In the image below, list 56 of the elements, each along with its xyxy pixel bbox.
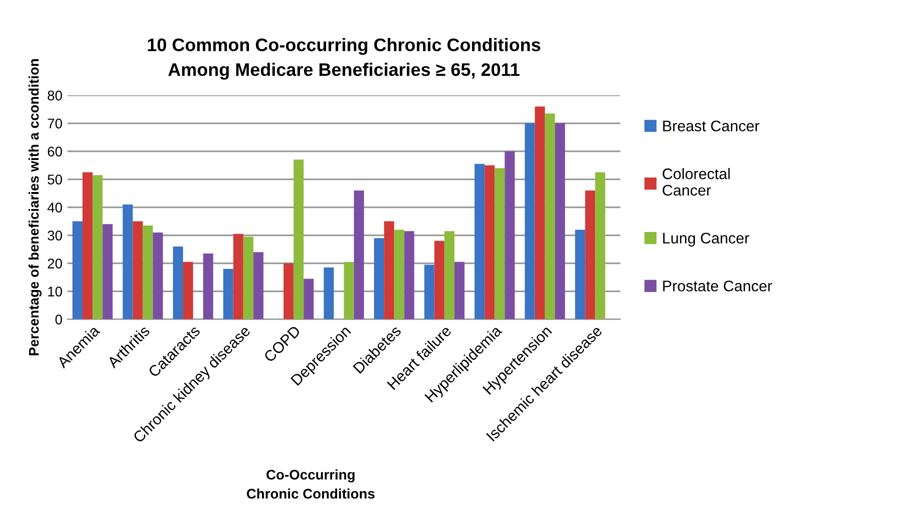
- bar: [454, 262, 464, 320]
- chart-title: 10 Common Co-occurring Chronic Conditions Among Medicare Beneficiaries ≥ 65, 2011: [148, 38, 540, 80]
- bar: [394, 230, 404, 320]
- legend-label: Colorectal Cancer: [662, 168, 730, 196]
- legend-label: Breast Cancer: [663, 120, 760, 132]
- bar: [284, 263, 294, 320]
- y-tick-label: 10: [48, 286, 62, 296]
- bar: [132, 221, 143, 320]
- bar: [223, 268, 234, 320]
- y-tick-label: 20: [48, 258, 62, 268]
- bar: [172, 246, 184, 320]
- bar: [304, 278, 314, 320]
- bar: [72, 221, 83, 320]
- bar: [324, 267, 334, 320]
- bar: [585, 190, 596, 320]
- bar: [484, 165, 495, 320]
- bar: [534, 106, 545, 320]
- bar: [294, 160, 304, 320]
- bar: [554, 123, 566, 320]
- y-axis-title: Percentage of beneficiaries with a ccondition: [28, 59, 42, 356]
- bar: [203, 253, 214, 320]
- bar: [152, 232, 163, 320]
- bar: [524, 123, 535, 320]
- bar: [384, 221, 394, 320]
- y-tick-label: 30: [48, 230, 62, 240]
- bar: [354, 190, 364, 320]
- x-axis-title: Co-Occurring Chronic Conditions: [246, 469, 375, 499]
- bar: [404, 231, 414, 320]
- bar: [474, 164, 485, 320]
- bar: [374, 238, 384, 320]
- y-tick-label: 60: [48, 146, 62, 156]
- y-tick-label: 70: [48, 118, 62, 128]
- bar: [82, 172, 93, 320]
- bar: [253, 252, 264, 320]
- bar: [233, 234, 244, 320]
- bar: [504, 151, 515, 320]
- bar: [575, 230, 586, 320]
- bar: [494, 168, 505, 320]
- bar: [544, 113, 555, 320]
- bar: [122, 204, 133, 320]
- bar: [595, 172, 606, 320]
- bar: [424, 264, 434, 320]
- y-tick-label: 0: [55, 314, 62, 324]
- y-tick-label: 80: [48, 90, 62, 100]
- y-tick-label: 50: [48, 174, 62, 184]
- bar: [142, 225, 153, 320]
- bar: [444, 231, 454, 320]
- legend-label: Prostate Cancer: [663, 280, 772, 292]
- y-tick-label: 40: [47, 202, 62, 212]
- bar: [243, 236, 254, 320]
- bar: [92, 175, 103, 320]
- bar: [102, 224, 113, 320]
- legend-label: Lung Cancer: [663, 232, 750, 247]
- bar: [183, 262, 194, 320]
- bar: [434, 240, 444, 320]
- bar: [344, 262, 354, 320]
